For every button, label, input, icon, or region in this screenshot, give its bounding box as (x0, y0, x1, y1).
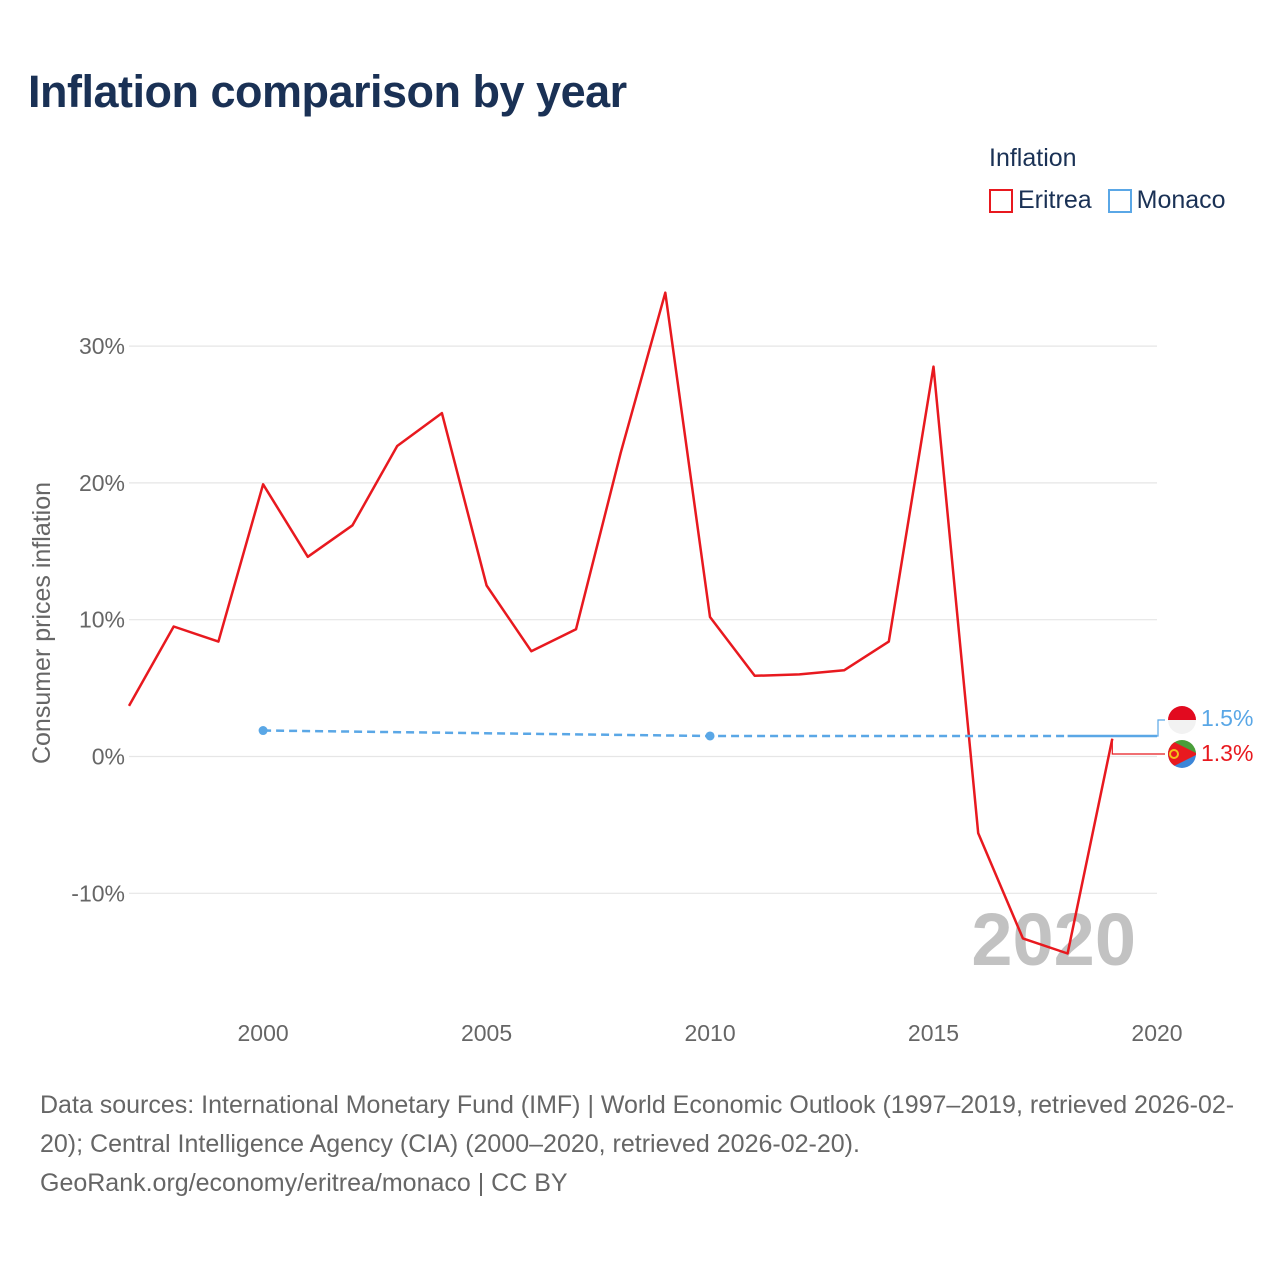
x-tick-label: 2010 (684, 1020, 735, 1046)
legend-swatch-monaco (1107, 188, 1132, 213)
monaco-end-label: 1.5% (1201, 705, 1253, 731)
gridlines (129, 345, 1157, 894)
legend: Eritrea Monaco (989, 186, 1234, 215)
y-tick-label: 30% (79, 333, 125, 359)
x-axis-ticks: 2000 2005 2010 2015 2020 (238, 1020, 1183, 1046)
legend-label-eritrea: Eritrea (1018, 186, 1092, 214)
data-point-monaco (705, 731, 715, 741)
footer: Data sources: International Monetary Fun… (40, 1086, 1250, 1203)
year-watermark: 2020 (971, 898, 1136, 981)
x-tick-label: 2005 (461, 1020, 512, 1046)
eritrea-end-label: 1.3% (1201, 740, 1253, 766)
data-sources: Data sources: International Monetary Fun… (40, 1091, 1235, 1158)
legend-item-eritrea[interactable]: Eritrea (989, 186, 1092, 215)
legend-item-monaco[interactable]: Monaco (1107, 186, 1226, 215)
series-line-monaco-dashed (263, 729, 1068, 738)
eritrea-label-connector (1111, 738, 1165, 755)
data-point-monaco (258, 726, 268, 736)
series-lines (127, 291, 1165, 955)
y-axis-label: Consumer prices inflation (28, 482, 56, 764)
y-tick-label: 10% (79, 607, 125, 633)
credit: GeoRank.org/economy/eritrea/monaco | CC … (40, 1169, 568, 1197)
y-tick-label: -10% (71, 880, 125, 906)
line-chart: 30% 20% 10% 0% -10% 2000 2005 2010 2015 2020 Con… (28, 291, 1253, 1046)
legend-title: Inflation (989, 144, 1077, 172)
y-tick-label: 0% (92, 744, 125, 770)
series-line-eritrea (127, 291, 1114, 955)
x-tick-label: 2015 (908, 1020, 959, 1046)
y-axis-ticks: 30% 20% 10% 0% -10% (71, 333, 125, 906)
legend-label-monaco: Monaco (1136, 186, 1226, 214)
monaco-flag-icon (1168, 706, 1196, 734)
x-tick-label: 2020 (1131, 1020, 1182, 1046)
y-tick-label: 20% (79, 470, 125, 496)
x-tick-label: 2000 (238, 1020, 289, 1046)
chart-title: Inflation comparison by year (28, 66, 627, 117)
end-markers: 1.5% 1.3% (1168, 705, 1253, 768)
eritrea-flag-icon (1168, 740, 1196, 768)
monaco-label-connector (1157, 719, 1165, 737)
legend-swatch-eritrea (989, 188, 1013, 213)
